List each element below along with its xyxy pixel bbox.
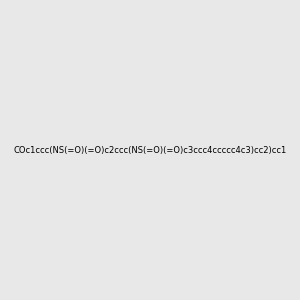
Text: COc1ccc(NS(=O)(=O)c2ccc(NS(=O)(=O)c3ccc4ccccc4c3)cc2)cc1: COc1ccc(NS(=O)(=O)c2ccc(NS(=O)(=O)c3ccc4… xyxy=(14,146,286,154)
